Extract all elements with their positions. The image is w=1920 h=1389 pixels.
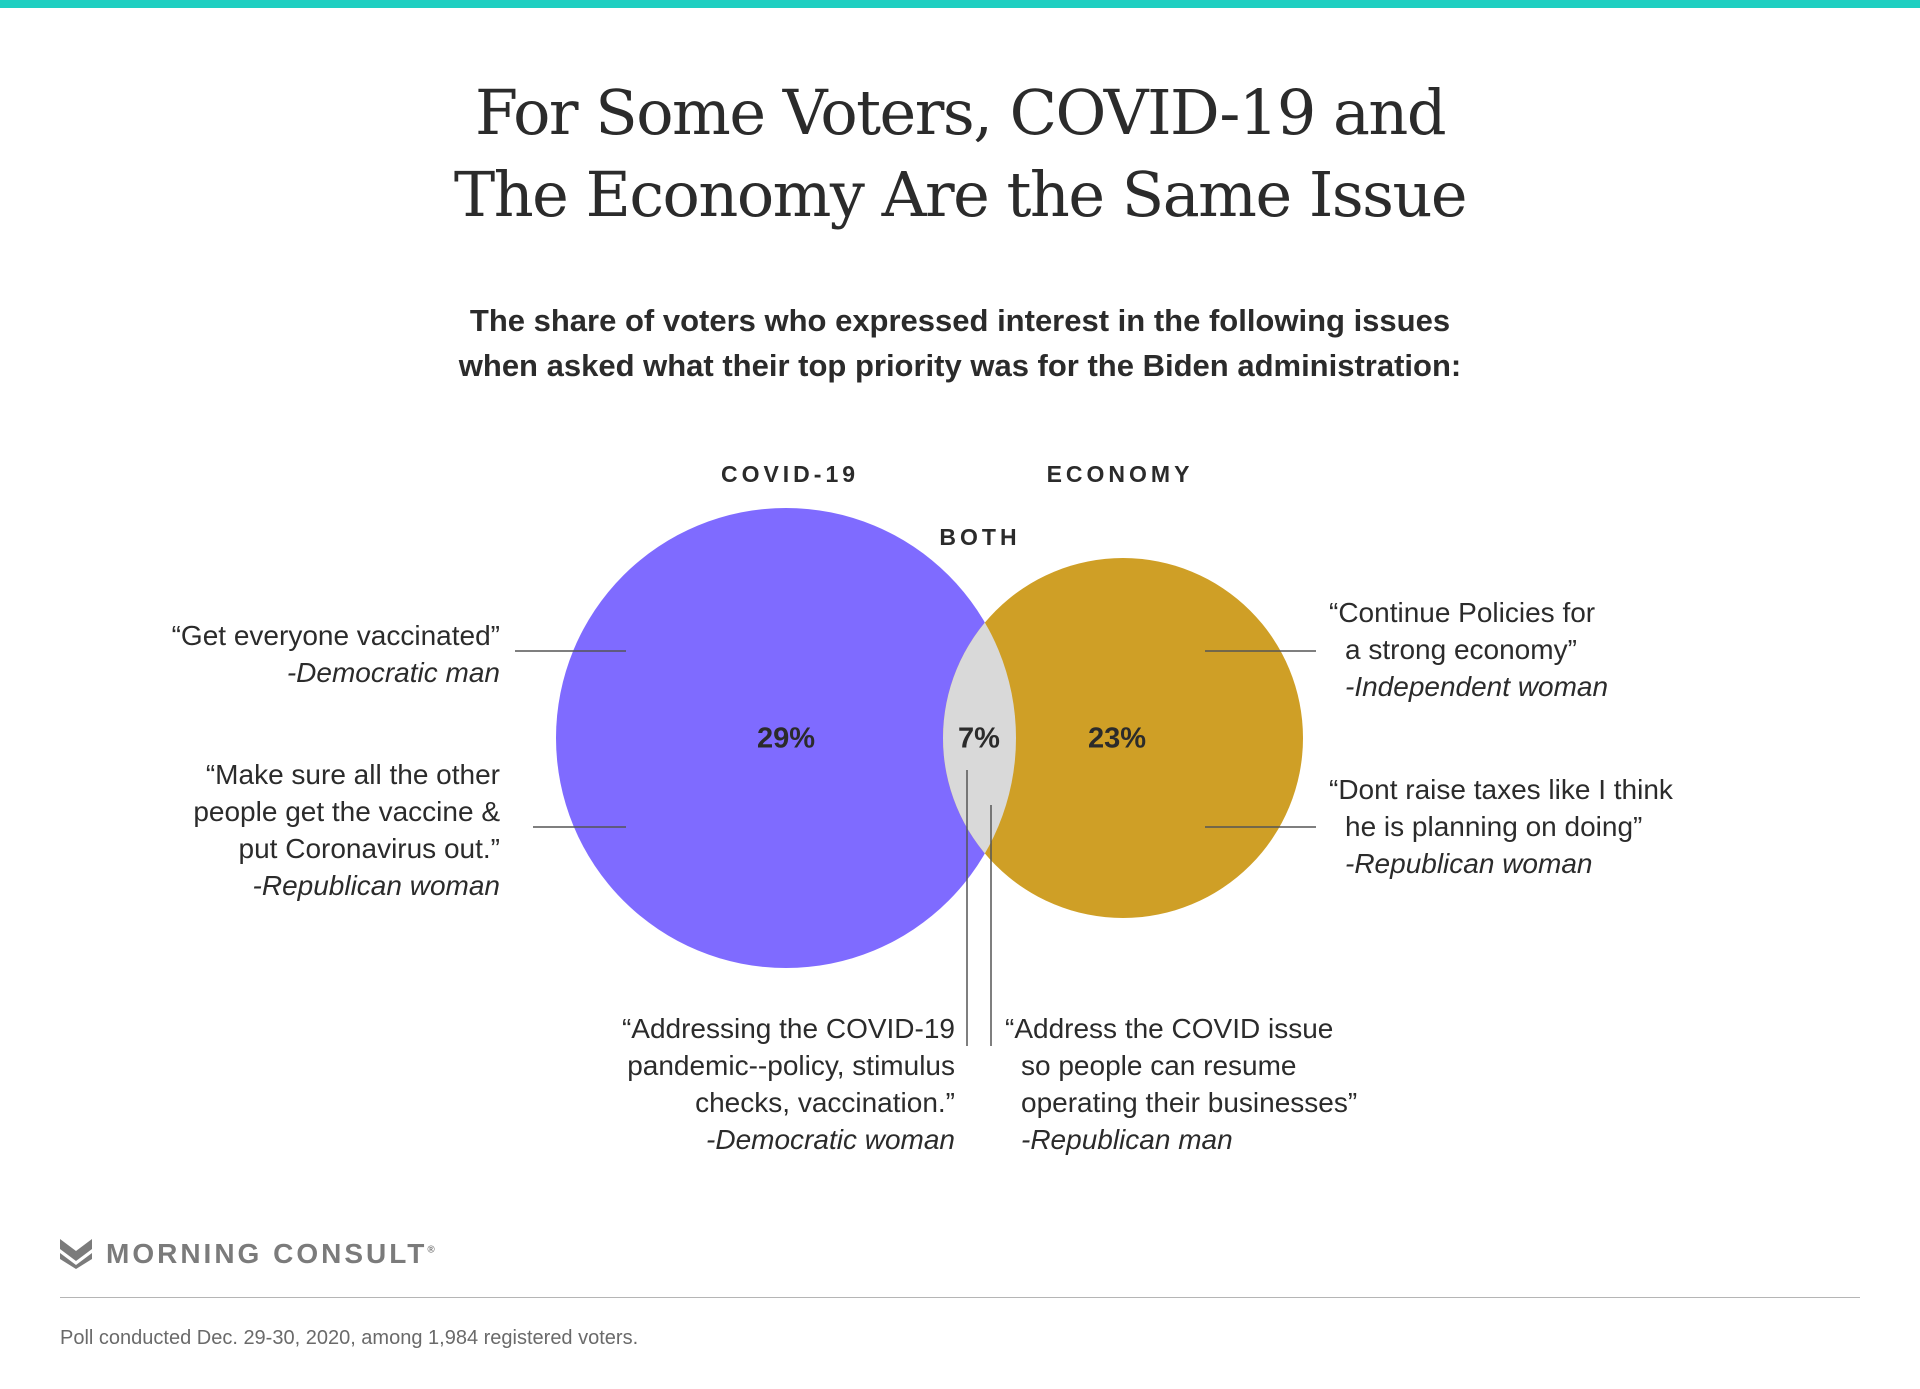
quote-line: people get the vaccine & (193, 796, 500, 827)
economy-percent: 23% (1087, 722, 1147, 755)
quote-line: pandemic--policy, stimulus (627, 1050, 955, 1081)
covid-percent: 29% (756, 722, 816, 755)
accent-bar (0, 0, 1920, 8)
footnote: Poll conducted Dec. 29-30, 2020, among 1… (60, 1327, 639, 1349)
morning-consult-m-logo-icon (60, 1239, 92, 1269)
economy-set-label: ECONOMY (1046, 461, 1194, 487)
chart-title: For Some Voters, COVID-19 and The Econom… (0, 72, 1920, 236)
brand-registered-mark: ® (427, 1244, 438, 1256)
quote-line: “Address the COVID issue (1005, 1013, 1334, 1044)
both-set-label: BOTH (939, 524, 1021, 550)
quote-economy-independent-woman: “Continue Policies for a strong economy”… (1329, 594, 1608, 705)
quote-line: “Get everyone vaccinated” (171, 620, 500, 651)
quote-line: put Coronavirus out.” (238, 833, 500, 864)
chart-subtitle: The share of voters who expressed intere… (0, 298, 1920, 388)
quote-covid-democratic-man: “Get everyone vaccinated” -Democratic ma… (172, 617, 500, 691)
quote-attribution: -Democratic man (286, 657, 500, 688)
subtitle-line-1: The share of voters who expressed intere… (469, 303, 1451, 338)
title-line-1: For Some Voters, COVID-19 and (474, 76, 1447, 149)
covid-set-label: COVID-19 (720, 461, 860, 487)
economy-circle (943, 558, 1303, 918)
quote-line: so people can resume (1021, 1050, 1297, 1081)
brand-name-text: MORNING CONSULT (106, 1238, 428, 1269)
quote-attribution: -Independent woman (1345, 671, 1609, 702)
quote-both-democratic-woman: “Addressing the COVID-19 pandemic--polic… (622, 1010, 955, 1158)
quote-line: “Dont raise taxes like I think (1329, 774, 1673, 805)
quote-both-republican-man: “Address the COVID issue so people can r… (1005, 1010, 1357, 1158)
covid-circle (556, 508, 1016, 968)
quote-line: “Continue Policies for (1329, 597, 1596, 628)
brand-logo: MORNING CONSULT® (60, 1234, 438, 1274)
quote-attribution: -Republican man (1021, 1124, 1233, 1155)
quote-line: “Make sure all the other (205, 759, 500, 790)
quote-line: “Addressing the COVID-19 (621, 1013, 955, 1044)
quote-attribution: -Republican woman (252, 870, 500, 901)
title-line-2: The Economy Are the Same Issue (453, 158, 1468, 231)
brand-name: MORNING CONSULT® (106, 1238, 438, 1270)
subtitle-line-2: when asked what their top priority was f… (458, 348, 1462, 383)
quote-attribution: -Democratic woman (706, 1124, 955, 1155)
quote-economy-republican-woman: “Dont raise taxes like I think he is pla… (1329, 771, 1673, 882)
footer-divider (60, 1297, 1860, 1298)
quote-attribution: -Republican woman (1345, 848, 1593, 879)
quote-line: a strong economy” (1345, 634, 1577, 665)
both-percent: 7% (958, 722, 1000, 755)
quote-line: he is planning on doing” (1345, 811, 1643, 842)
quote-covid-republican-woman: “Make sure all the other people get the … (193, 756, 500, 904)
quote-line: checks, vaccination.” (695, 1087, 955, 1118)
quote-line: operating their businesses” (1021, 1087, 1358, 1118)
